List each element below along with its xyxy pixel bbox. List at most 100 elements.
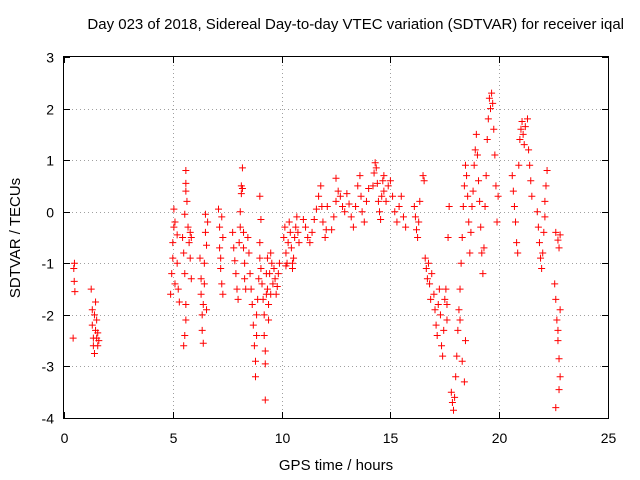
data-point <box>234 295 242 303</box>
data-point <box>456 285 464 293</box>
data-point <box>284 239 292 247</box>
data-point <box>261 347 269 355</box>
data-point <box>393 218 401 226</box>
data-point <box>421 254 429 262</box>
data-point <box>478 249 486 257</box>
data-point <box>203 241 211 249</box>
data-point <box>201 228 209 236</box>
data-point <box>69 334 77 342</box>
x-tick-label: 0 <box>61 430 69 446</box>
data-point <box>543 166 551 174</box>
data-point <box>484 115 492 123</box>
data-point <box>486 105 494 113</box>
data-point <box>458 357 466 365</box>
data-point <box>373 179 381 187</box>
data-point <box>268 259 276 267</box>
data-point <box>341 208 349 216</box>
data-point <box>553 316 561 324</box>
x-tick-label: 10 <box>275 430 291 446</box>
data-point <box>233 285 241 293</box>
data-point <box>477 223 485 231</box>
data-point <box>535 239 543 247</box>
data-point <box>466 249 474 257</box>
data-point <box>481 203 489 211</box>
data-point <box>201 210 209 218</box>
data-point <box>87 285 95 293</box>
data-point <box>70 264 78 272</box>
data-point <box>415 218 423 226</box>
axis-ticks <box>64 57 609 419</box>
data-point <box>170 223 178 231</box>
data-point <box>440 326 448 334</box>
data-point <box>256 254 264 262</box>
data-point <box>452 373 460 381</box>
data-point <box>94 329 102 337</box>
data-point <box>395 203 403 211</box>
data-point <box>203 306 211 314</box>
data-point <box>391 208 399 216</box>
data-point <box>345 200 353 208</box>
data-point <box>459 203 467 211</box>
data-point <box>218 213 226 221</box>
data-point <box>214 205 222 213</box>
y-tick-label: 2 <box>46 102 54 118</box>
data-point <box>447 388 455 396</box>
data-point <box>551 280 559 288</box>
data-point <box>554 337 562 345</box>
data-point <box>319 218 327 226</box>
data-point <box>483 136 491 144</box>
data-point <box>241 275 249 283</box>
data-point <box>253 331 261 339</box>
data-point <box>414 234 422 241</box>
data-point <box>175 298 183 306</box>
data-point <box>230 244 238 252</box>
data-point <box>251 357 259 365</box>
data-point <box>458 234 466 241</box>
data-point <box>402 223 410 231</box>
data-point <box>552 295 560 303</box>
data-point <box>433 331 441 339</box>
data-point <box>509 187 517 195</box>
data-point <box>356 172 364 180</box>
data-point <box>470 161 478 169</box>
data-point <box>247 285 255 293</box>
data-point <box>95 337 103 345</box>
data-point <box>479 270 487 278</box>
data-point <box>90 311 98 319</box>
data-point <box>436 311 444 319</box>
data-point <box>328 226 336 234</box>
data-point <box>181 210 189 218</box>
data-point <box>521 123 529 131</box>
data-point <box>253 311 261 319</box>
data-point <box>170 205 178 213</box>
data-point <box>451 393 459 401</box>
data-point <box>88 321 96 329</box>
y-tick-label: 1 <box>46 153 54 169</box>
data-point <box>304 234 312 241</box>
data-point <box>460 378 468 386</box>
data-point <box>244 234 252 241</box>
y-axis-label: SDTVAR / TECUs <box>7 178 24 298</box>
data-point <box>525 146 533 154</box>
data-point <box>197 290 205 298</box>
data-point <box>539 249 547 257</box>
data-point <box>518 117 526 125</box>
chart-title: Day 023 of 2018, Sidereal Day-to-day VTE… <box>87 16 624 33</box>
data-point <box>453 352 461 360</box>
data-point <box>369 182 377 190</box>
data-point <box>263 285 271 293</box>
data-point <box>310 215 318 223</box>
data-point <box>476 197 484 205</box>
data-point <box>197 275 205 283</box>
data-point <box>269 280 277 288</box>
data-point <box>330 213 338 221</box>
data-point <box>182 179 190 187</box>
data-point <box>427 295 435 303</box>
data-point <box>238 185 246 193</box>
data-point <box>520 141 528 149</box>
data-point <box>257 215 265 223</box>
data-point <box>90 350 98 358</box>
data-point <box>240 244 248 252</box>
data-point <box>180 249 188 257</box>
